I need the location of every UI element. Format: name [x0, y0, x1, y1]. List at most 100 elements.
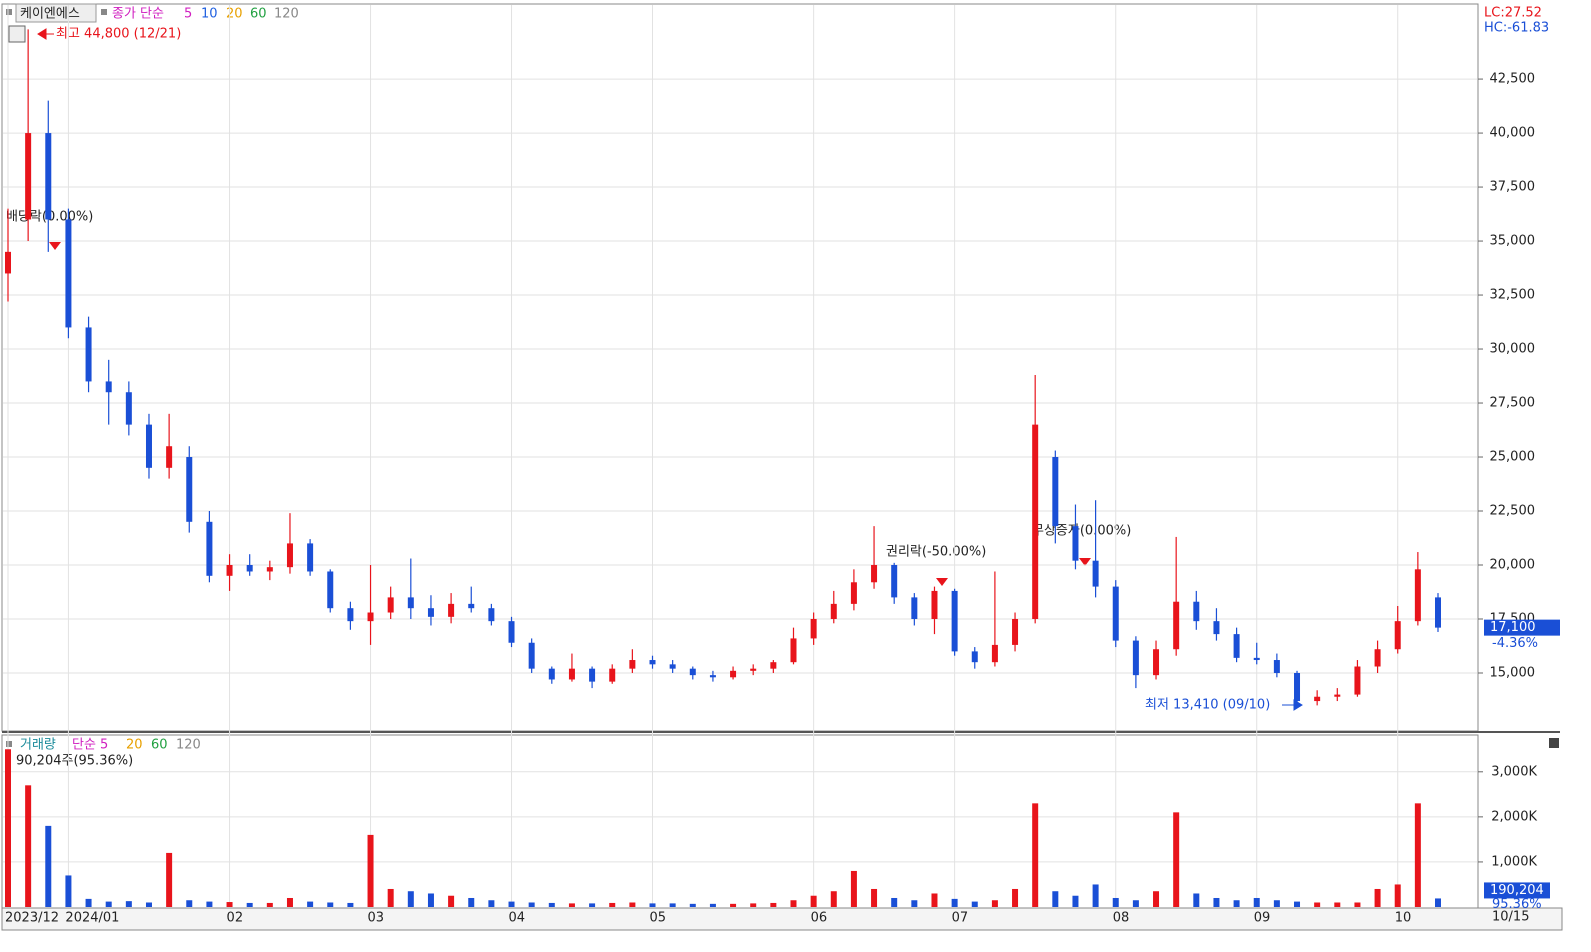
- high-annotation: 최고 44,800 (12/21): [56, 27, 181, 42]
- ma-period: 120: [274, 7, 299, 22]
- candle-body: [1354, 666, 1361, 695]
- volume-bar: [1112, 897, 1119, 907]
- ma-period: 10: [201, 7, 218, 22]
- last-price-label: 17,100: [1490, 620, 1536, 635]
- volume-bar: [367, 834, 374, 907]
- candle-body: [286, 543, 293, 568]
- event-marker: [49, 242, 61, 250]
- volume-bar: [1253, 897, 1260, 907]
- candle-body: [1294, 672, 1301, 702]
- x-tick-label: 04: [509, 911, 526, 926]
- volume-bar: [589, 903, 596, 907]
- volume-bar: [448, 895, 455, 907]
- volume-bar: [1394, 884, 1401, 907]
- volume-bar: [45, 825, 52, 907]
- candle-body: [951, 590, 958, 652]
- candle-body: [468, 603, 475, 609]
- candle-body: [85, 327, 92, 382]
- candle-body: [427, 608, 434, 617]
- volume-bar: [1374, 888, 1381, 907]
- candle-body: [850, 582, 857, 604]
- x-tick-label: 09: [1254, 911, 1271, 926]
- volume-bar: [730, 903, 737, 907]
- candle-body: [589, 668, 596, 682]
- y-tick-label: 22,500: [1490, 504, 1536, 519]
- candle-body: [1233, 634, 1240, 658]
- lc: LC:27.52: [1484, 6, 1542, 21]
- y-tick-label: 1,000K: [1491, 854, 1537, 869]
- volume-bar: [226, 902, 233, 907]
- volume-bar: [65, 875, 72, 907]
- candle-body: [347, 608, 354, 622]
- icon: [6, 9, 12, 15]
- candle-body: [1052, 457, 1059, 527]
- candle-body: [629, 660, 636, 669]
- volume-first-label: 90,204주(95.36%): [16, 754, 133, 769]
- volume-bar: [105, 901, 112, 907]
- candle-body: [1414, 569, 1421, 622]
- candle-body: [407, 597, 414, 609]
- candle-body: [568, 668, 575, 680]
- volume-bar: [1153, 891, 1160, 907]
- y-tick-label: 35,000: [1490, 234, 1536, 249]
- ma-period: 60: [151, 738, 168, 753]
- candle-body: [770, 662, 777, 669]
- volume-bar: [891, 897, 898, 907]
- candle-body: [528, 642, 535, 669]
- stock-name-box[interactable]: [15, 3, 97, 23]
- volume-bar: [488, 900, 495, 907]
- candle-body: [891, 565, 898, 598]
- volume-bar: [5, 749, 11, 907]
- volume-bar: [1052, 891, 1059, 907]
- x-tick-label: 2024/01: [65, 911, 119, 926]
- candle-body: [548, 668, 555, 680]
- volume-bar: [528, 902, 535, 907]
- candle-body: [750, 668, 757, 671]
- candle-body: [1153, 649, 1160, 676]
- volume-bar: [1032, 803, 1039, 907]
- volume-bar: [951, 898, 958, 907]
- ma-period: 20: [226, 7, 243, 22]
- candle-body: [790, 638, 797, 663]
- x-tick-label: 02: [227, 911, 244, 926]
- candle-body: [830, 603, 837, 619]
- candle-body: [911, 597, 918, 619]
- volume-bar: [1334, 902, 1341, 907]
- volume-bar: [1273, 900, 1280, 907]
- candle-body: [649, 660, 656, 665]
- candle-body: [387, 597, 394, 613]
- hc: HC:-61.83: [1484, 21, 1549, 36]
- volume-bar: [669, 903, 676, 907]
- candle-body: [669, 664, 676, 669]
- volume-bar: [649, 903, 656, 907]
- volume-bar: [790, 900, 797, 907]
- candle-body: [45, 133, 52, 220]
- candle-body: [508, 621, 515, 643]
- candle-body: [991, 644, 998, 663]
- close-button[interactable]: [1549, 738, 1559, 748]
- date-label: 10/15: [1492, 910, 1529, 925]
- candle-body: [709, 675, 716, 678]
- candle-body: [65, 219, 72, 328]
- volume-bar: [407, 891, 414, 907]
- candle-body: [1213, 621, 1220, 635]
- volume-bar: [1213, 897, 1220, 907]
- candle-body: [1092, 560, 1099, 587]
- volume-bar: [750, 903, 757, 907]
- event-marker: [936, 578, 948, 586]
- volume-bar: [1193, 893, 1200, 907]
- volume-bar: [1314, 902, 1321, 907]
- x-axis-strip: [1, 907, 1563, 931]
- ma-period: 5: [184, 7, 192, 22]
- volume-bar: [810, 895, 817, 907]
- candle-body: [1374, 649, 1381, 667]
- last-volume-box: [1484, 882, 1550, 899]
- volume-bar: [1173, 812, 1180, 907]
- volume-bar: [689, 903, 696, 907]
- volume-ma-label: 단순 5: [72, 738, 108, 753]
- table-icon[interactable]: [8, 25, 26, 43]
- change-label: -4.36%: [1492, 636, 1538, 651]
- candle-body: [5, 251, 11, 274]
- low-annotation: 최저 13,410 (09/10): [1145, 698, 1270, 713]
